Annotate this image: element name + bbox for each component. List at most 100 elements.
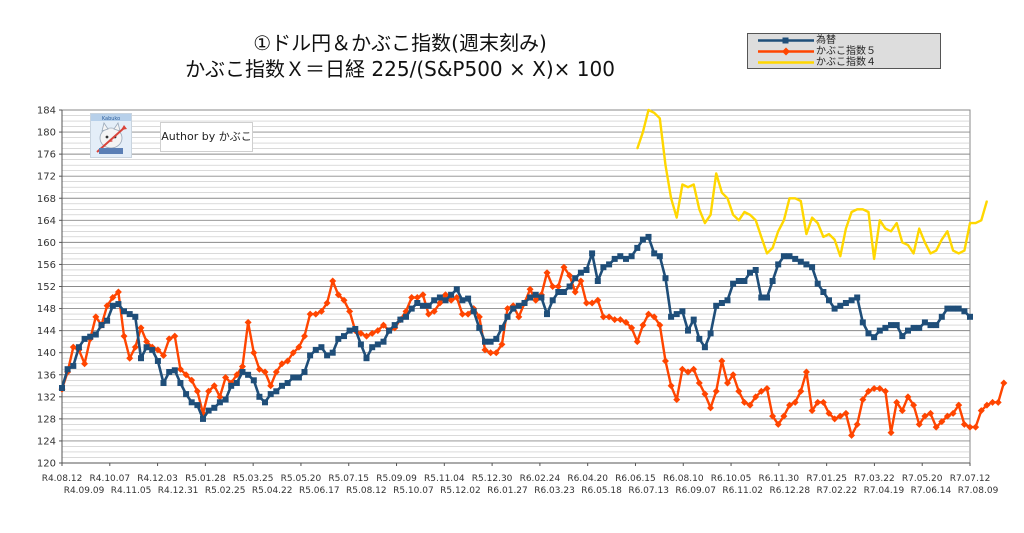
data-point [957,252,960,255]
chart-subtitle-line2: かぶこ指数Ｘ＝日経 225/(S&P500 × X)× 100 [185,57,615,81]
data-point [318,344,325,351]
data-point [560,263,568,271]
data-point [960,420,968,428]
data-point [149,346,156,353]
data-point [352,326,359,332]
data-point [465,295,472,302]
series-0 [59,233,973,422]
data-point [890,230,892,233]
data-point [273,388,280,395]
data-point [780,412,788,420]
data-point [532,296,540,304]
data-point [250,349,258,357]
data-point [893,322,900,329]
y-tick-label: 144 [37,326,56,337]
data-point [704,222,706,224]
data-point [667,382,675,390]
data-point [898,407,906,415]
data-point [436,299,444,307]
data-point [611,255,618,262]
data-point [527,294,534,301]
data-point [842,300,849,306]
legend-swatch-idx5 [758,47,814,56]
data-point [295,374,302,381]
data-point [109,302,116,309]
data-point [865,330,872,337]
data-point [899,333,906,340]
x-tick-label: R5.07.15 [328,474,369,484]
x-tick-label: R5.09.09 [376,474,417,484]
data-point [656,321,664,329]
data-point [893,398,901,406]
data-point [346,307,354,315]
data-point [938,418,946,426]
data-point [160,351,168,359]
x-tick-label: R5.04.22 [252,486,293,496]
data-point [854,294,861,301]
data-point [222,374,230,382]
data-point [92,313,100,321]
data-point [972,423,980,431]
data-point [498,340,506,348]
data-point [800,200,802,202]
data-point [132,313,139,320]
data-point [143,344,150,351]
data-point [743,211,746,213]
data-point [493,335,500,342]
legend: 為替 かぶこ指数５ かぶこ指数４ [747,33,941,69]
data-point [876,327,883,334]
data-point [901,241,904,244]
data-point [670,197,672,200]
data-point [679,308,686,315]
data-point [120,332,128,340]
data-point [969,222,971,224]
data-point [453,286,460,293]
data-point [261,368,269,376]
data-point [346,327,353,334]
data-point [121,308,127,315]
data-point [825,409,833,417]
data-point [961,308,968,315]
data-point [92,331,99,338]
x-tick-label: R6.04.20 [567,474,608,484]
data-point [826,297,832,304]
data-point [498,324,505,331]
data-point [182,371,190,379]
x-tick-label: R6.01.27 [487,486,528,496]
data-point [104,317,111,324]
data-point [935,249,937,252]
data-point [284,380,291,386]
data-point [605,313,613,321]
x-tick-label: R4.10.07 [89,474,130,484]
data-point [425,302,432,309]
data-point [747,269,753,276]
x-tick-label: R5.01.28 [185,474,226,484]
data-point [391,322,398,329]
data-point [983,401,991,409]
data-point [622,318,630,326]
data-point [752,393,760,401]
data-point [374,327,382,335]
data-point [760,236,763,238]
data-point [701,344,708,351]
data-point [504,305,512,313]
data-point [980,219,983,222]
data-point [757,387,765,395]
data-point [837,302,844,309]
data-point [738,219,740,222]
legend-swatch-fx [758,37,814,44]
data-point [69,343,77,351]
data-point [862,208,864,211]
data-point [955,305,962,312]
data-point [555,289,562,295]
data-point [726,197,729,200]
x-tick-label: R6.02.24 [520,474,561,484]
data-point [487,349,495,357]
data-point [808,407,816,415]
data-point [526,285,534,293]
x-tick-label: R4.12.03 [137,474,178,484]
author-label: Author by かぶこ [160,122,253,152]
data-point [864,387,872,395]
data-point [244,318,252,326]
